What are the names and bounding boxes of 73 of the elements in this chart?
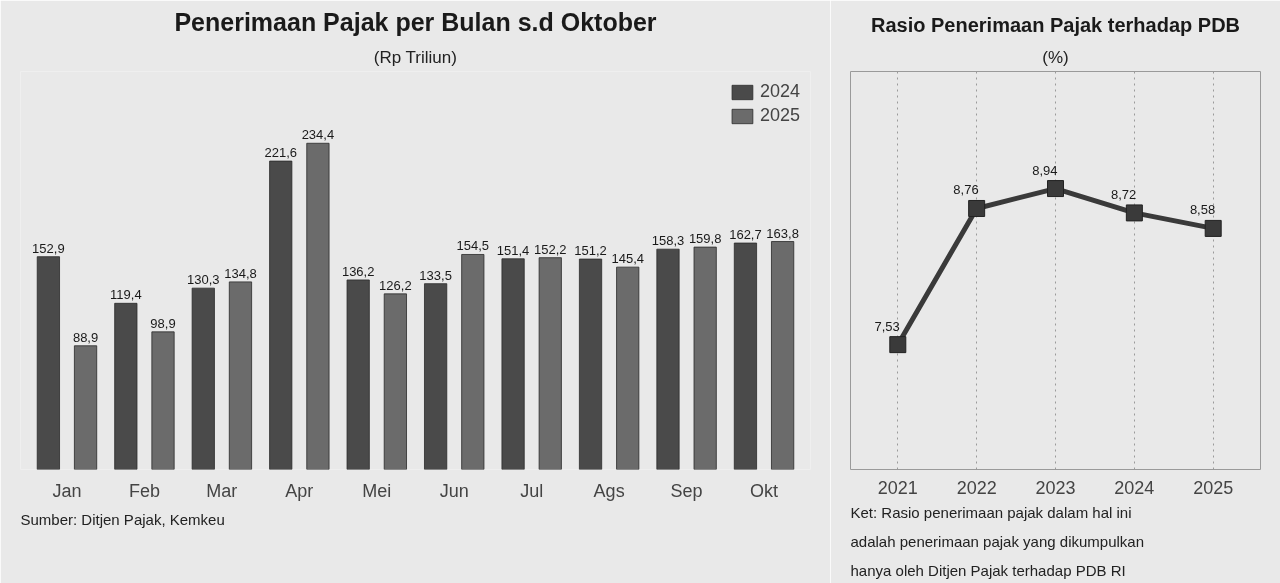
data-label: 119,4 bbox=[110, 287, 142, 303]
x-tick-label: Mei bbox=[362, 480, 392, 501]
data-label: 152,9 bbox=[32, 240, 65, 256]
data-label: 7,53 bbox=[874, 318, 900, 334]
bar bbox=[771, 241, 795, 470]
bar bbox=[269, 160, 293, 470]
point bbox=[1047, 180, 1064, 198]
data-label: 154,5 bbox=[456, 238, 490, 254]
bar bbox=[228, 281, 253, 470]
point bbox=[1204, 219, 1222, 237]
bar bbox=[693, 246, 717, 470]
data-label: 159,8 bbox=[688, 231, 722, 247]
x-tick-label: 2024 bbox=[1114, 477, 1155, 498]
data-label: 145,4 bbox=[611, 251, 644, 267]
bar bbox=[733, 242, 757, 470]
bar bbox=[538, 257, 562, 470]
data-label: 162,7 bbox=[729, 227, 762, 243]
bar bbox=[616, 266, 640, 470]
data-label: 234,4 bbox=[301, 127, 335, 143]
data-label: 130,3 bbox=[187, 272, 220, 288]
x-tick-label: Jun bbox=[439, 480, 469, 501]
text: Sumber: Ditjen Pajak, Kemkeu bbox=[20, 510, 225, 528]
x-tick-label: Okt bbox=[750, 480, 779, 501]
bar bbox=[501, 258, 525, 470]
point bbox=[889, 336, 907, 354]
data-label: 8,72 bbox=[1111, 186, 1137, 202]
point bbox=[1125, 204, 1143, 222]
data-label: 98,9 bbox=[150, 315, 176, 331]
data-label: 133,5 bbox=[419, 267, 452, 283]
bar bbox=[306, 142, 330, 470]
data-label: 151,2 bbox=[574, 243, 607, 259]
data-label: 151,4 bbox=[496, 242, 530, 258]
bar bbox=[151, 331, 175, 470]
x-tick-label: Jan bbox=[52, 480, 82, 501]
bar bbox=[191, 287, 215, 470]
x-tick-label: Apr bbox=[285, 480, 314, 501]
legend-label: 2025 bbox=[759, 105, 800, 126]
data-label: 8,58 bbox=[1189, 202, 1216, 218]
bar bbox=[74, 345, 98, 470]
x-tick-label: Jul bbox=[520, 480, 544, 501]
chart-subtitle: (Rp Triliun) bbox=[373, 47, 457, 67]
bar bbox=[656, 248, 680, 470]
bar bbox=[114, 302, 138, 470]
data-label: 126,2 bbox=[379, 277, 412, 293]
bar bbox=[424, 283, 448, 470]
bar bbox=[36, 256, 60, 470]
data-label: 88,9 bbox=[72, 329, 99, 345]
x-tick-label: 2022 bbox=[956, 477, 997, 498]
data-label: 163,8 bbox=[766, 225, 799, 241]
chart-title: Penerimaan Pajak per Bulan s.d Oktober bbox=[174, 7, 657, 36]
x-tick-label: Sep bbox=[670, 480, 703, 501]
data-label: 134,8 bbox=[224, 265, 257, 281]
x-tick-label: 2023 bbox=[1035, 477, 1076, 498]
bar bbox=[383, 293, 407, 470]
chart-title: Rasio Penerimaan Pajak terhadap PDB bbox=[870, 13, 1241, 36]
data-label: 8,76 bbox=[953, 182, 979, 198]
chart-subtitle: (%) bbox=[1042, 47, 1069, 67]
point bbox=[968, 199, 986, 217]
x-tick-label: Mar bbox=[206, 480, 238, 501]
data-label: 158,3 bbox=[651, 233, 685, 249]
x-tick-label: 2025 bbox=[1193, 477, 1234, 498]
bar bbox=[346, 279, 370, 470]
legend-label: 2024 bbox=[759, 81, 800, 102]
x-tick-label: Feb bbox=[128, 480, 160, 501]
text: Ket: Rasio penerimaan pajak dalam hal ini adalah penerimaan pajak yang dikumpulkan hanya oleh Ditjen Pajak terhadap PDB RI bbox=[850, 503, 1145, 579]
x-tick-label: 2021 bbox=[877, 477, 918, 498]
bar bbox=[461, 254, 485, 470]
data-label: 152,2 bbox=[534, 241, 567, 257]
data-label: 8,94 bbox=[1032, 162, 1058, 178]
x-tick-label: Ags bbox=[593, 480, 625, 501]
data-label: 136,2 bbox=[341, 263, 375, 279]
bar bbox=[578, 258, 603, 470]
data-label: 221,6 bbox=[264, 145, 298, 161]
